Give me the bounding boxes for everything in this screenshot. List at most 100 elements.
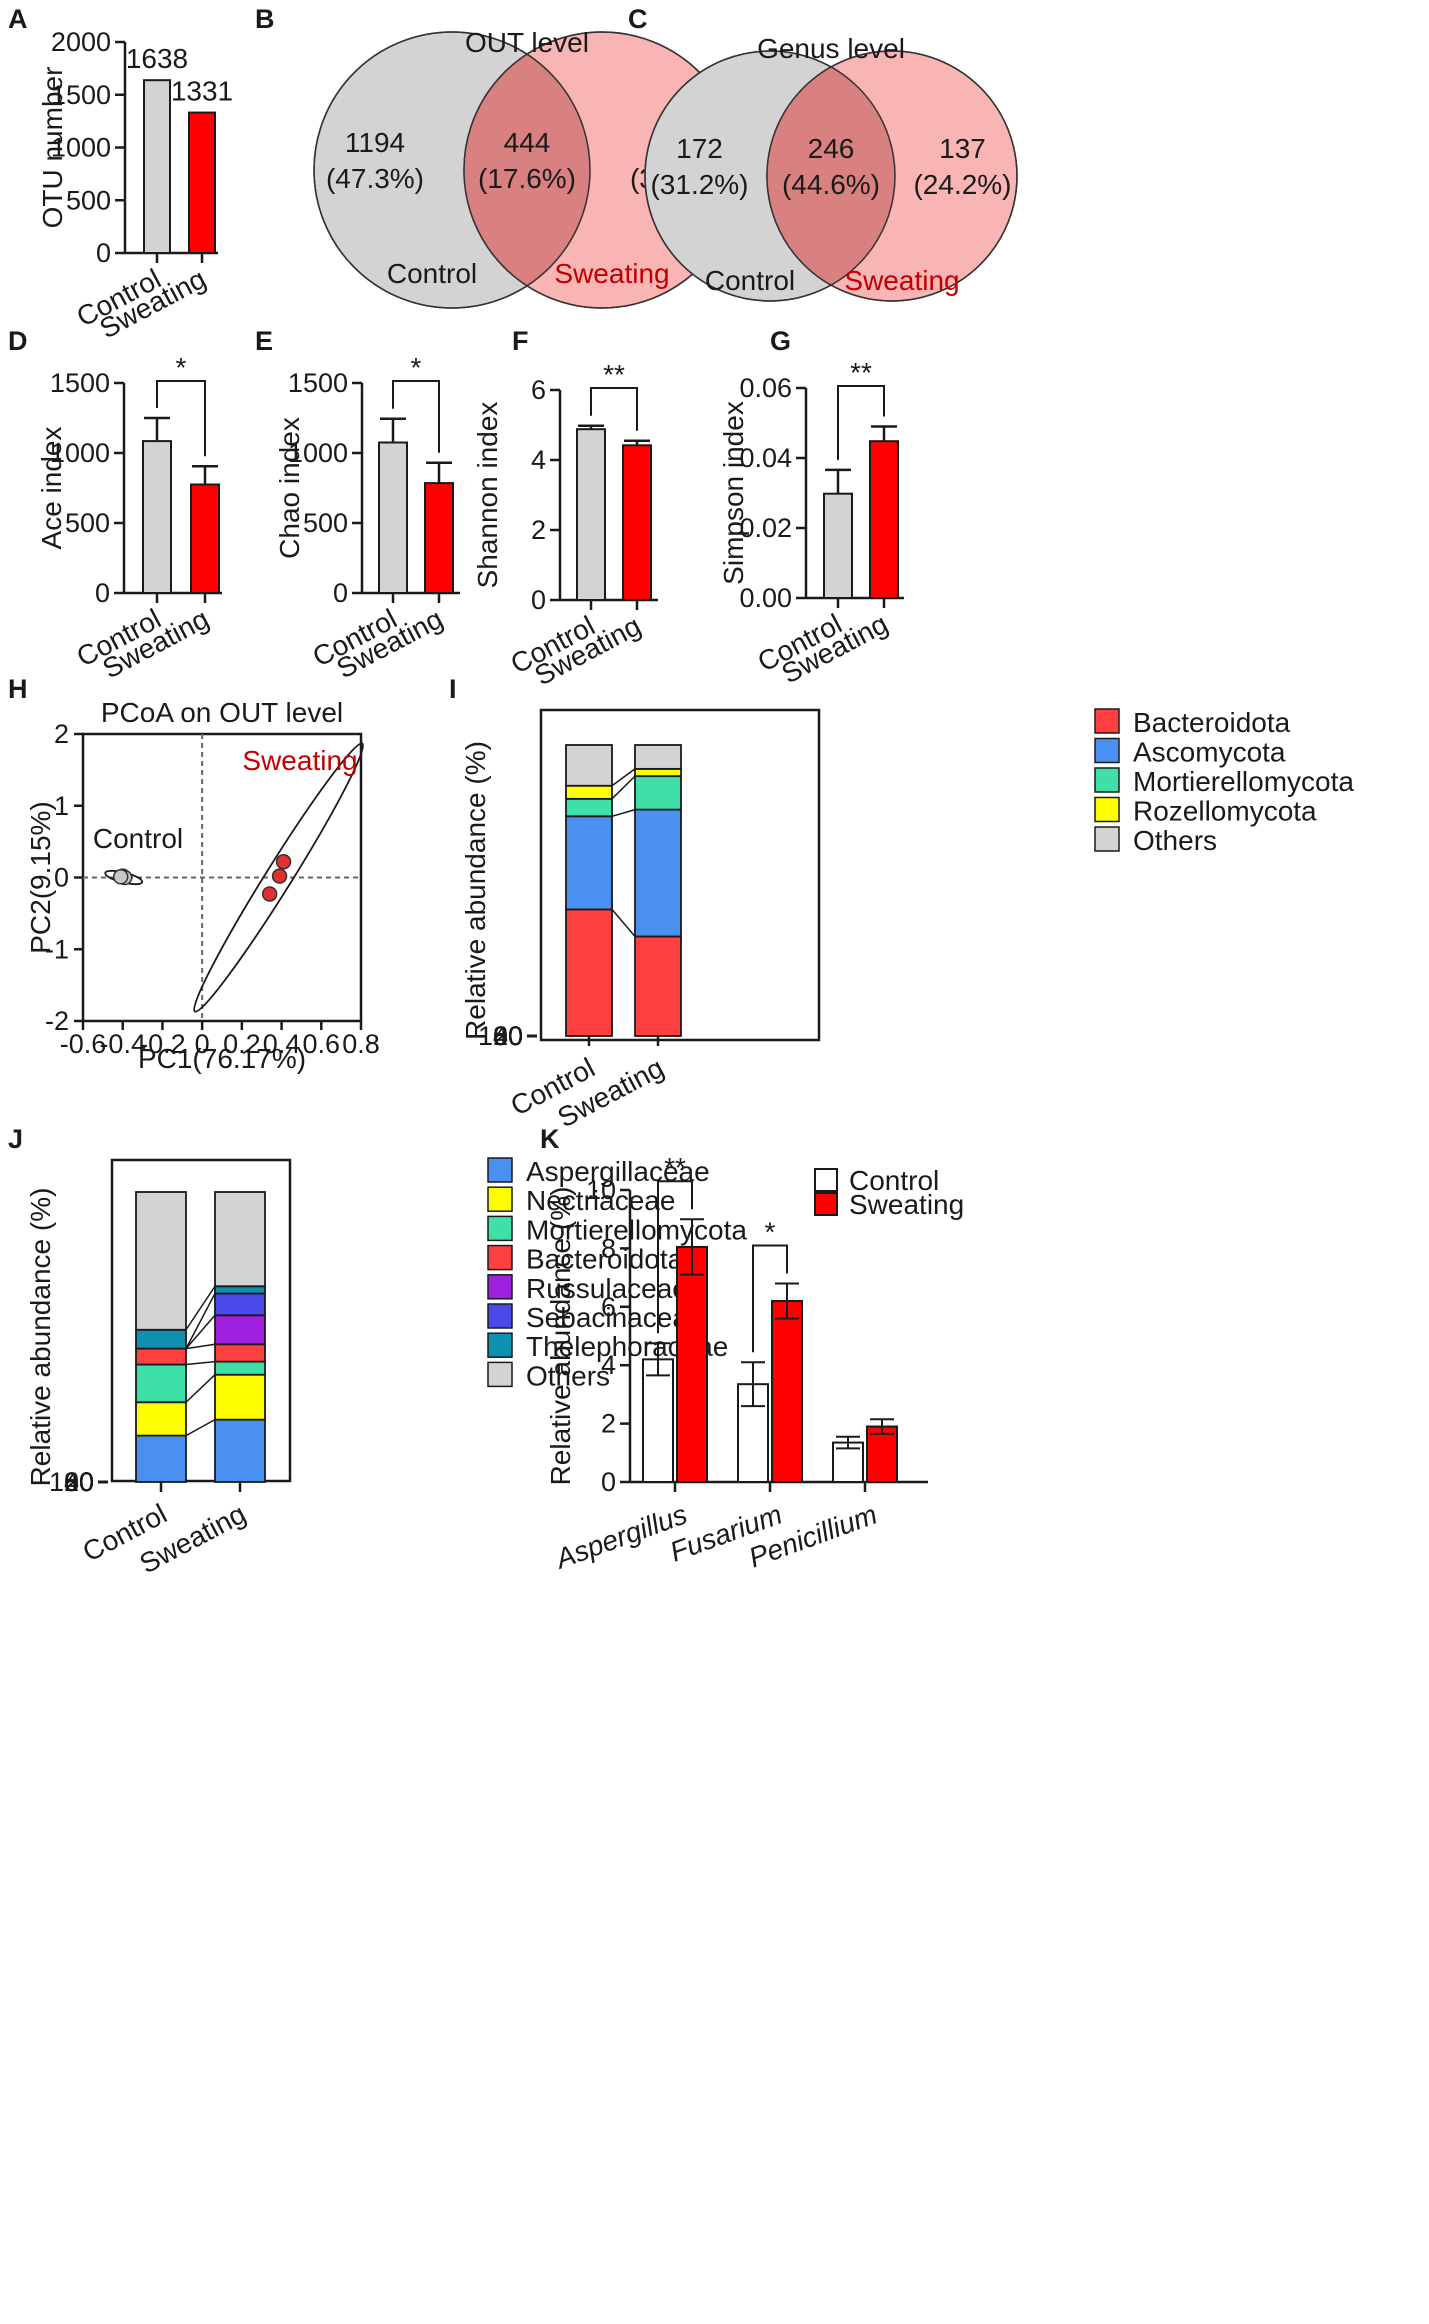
legend-label: Rozellomycota — [1133, 796, 1317, 827]
venn-overlap-region — [767, 51, 895, 301]
y-tick-label: 0 — [96, 238, 111, 268]
legend-label: Others — [526, 1360, 610, 1391]
segment-thelephoraceae — [135, 1328, 187, 1350]
y-tick-label: 60 — [64, 1467, 94, 1497]
y-tick-label: -2 — [45, 1006, 69, 1036]
y-tick-label: 6 — [531, 375, 546, 405]
venn-outline-sweating — [766, 50, 1018, 302]
y-tick-label: 6 — [601, 1292, 616, 1322]
y-tick-label: 2 — [54, 719, 69, 749]
y-tick-label: 80 — [64, 1467, 94, 1497]
panel-label-G: G — [770, 326, 791, 356]
group-label-sweating: Sweating — [242, 745, 357, 776]
legend-swatch — [487, 1303, 513, 1329]
bar-control — [378, 441, 408, 594]
y-tick-label: 0.00 — [739, 583, 792, 613]
significance-marker: ** — [603, 359, 625, 390]
significance-marker: * — [411, 352, 422, 383]
panel-label-D: D — [8, 326, 28, 356]
legend-label: Others — [1133, 825, 1217, 856]
y-tick-label: 4 — [601, 1350, 616, 1380]
y-tick-label: -1 — [45, 934, 69, 964]
y-tick-label: 60 — [493, 1021, 523, 1051]
legend-swatch — [1094, 796, 1120, 823]
venn-overlap-region — [464, 32, 590, 308]
legend-label: Nectriaceae — [526, 1185, 675, 1216]
connector-line — [611, 775, 636, 800]
y-tick-label: 1000 — [50, 438, 110, 468]
y-axis-label: Relative abundance (%) — [460, 741, 491, 1040]
group-label-control: Control — [93, 823, 183, 854]
significance-bracket — [156, 380, 206, 457]
legend-label: Ascomycota — [1133, 737, 1286, 768]
connector-line — [185, 1360, 216, 1366]
venn-set-label-sweating: Sweating — [844, 265, 959, 296]
x-tick-label: -0.4 — [99, 1029, 146, 1059]
panel-label-C: C — [628, 4, 648, 34]
significance-bracket — [837, 385, 885, 460]
y-tick-label: 1 — [54, 791, 69, 821]
y-tick-label: 0.06 — [739, 373, 792, 403]
y-axis-label: Shannon index — [472, 402, 503, 589]
segment-bacteroidota — [135, 1347, 187, 1366]
y-tick-label: 0 — [601, 1467, 616, 1497]
panel-label-B: B — [255, 4, 275, 34]
legend-swatch — [1094, 826, 1120, 852]
segment-others — [135, 1191, 187, 1331]
y-tick-label: 8 — [601, 1233, 616, 1263]
plot-frame — [539, 708, 821, 1042]
connector-line — [611, 908, 636, 937]
significance-bracket — [392, 380, 440, 453]
legend-label: Control — [849, 1165, 939, 1196]
plot-frame — [110, 1158, 292, 1483]
venn-count-right: 137 — [939, 133, 986, 164]
venn-set-label-control: Control — [387, 258, 477, 289]
venn-title: Genus level — [757, 33, 905, 64]
legend-swatch — [1094, 737, 1120, 764]
connector-line — [611, 808, 636, 818]
x-tick-label: 0.8 — [342, 1029, 380, 1059]
bar-sweating — [869, 440, 899, 600]
y-tick-label: 1000 — [288, 438, 348, 468]
legend-swatch — [487, 1215, 513, 1242]
legend-label: Russulaceae — [526, 1273, 688, 1304]
y-axis-label: Ace index — [36, 427, 67, 550]
panel-label-J: J — [8, 1124, 23, 1154]
legend-swatch — [1094, 708, 1120, 734]
y-tick-label: 500 — [303, 508, 348, 538]
venn-percent-left: (31.2%) — [650, 169, 748, 200]
bar-sweating — [424, 482, 454, 595]
segment-bacteroidota — [565, 908, 613, 1037]
y-axis-label: Chao index — [274, 417, 305, 559]
bar-sweating — [622, 444, 652, 601]
panel-label-F: F — [512, 326, 529, 356]
y-tick-label: 100 — [478, 1021, 523, 1051]
connector-line — [185, 1418, 216, 1437]
y-tick-label: 10 — [586, 1175, 616, 1205]
connector-line — [185, 1314, 216, 1350]
segment-ascomycota — [634, 808, 682, 938]
significance-bracket — [590, 387, 638, 431]
venn-set-label-control: Control — [705, 265, 795, 296]
legend-swatch — [814, 1168, 838, 1192]
connector-line — [185, 1343, 216, 1350]
segment-others — [214, 1191, 266, 1288]
segment-rozellomycota — [634, 767, 682, 778]
segment-nectriaceae — [135, 1401, 187, 1437]
connector-line — [185, 1374, 216, 1403]
legend-swatch — [487, 1157, 513, 1183]
segment-rozellomycota — [565, 784, 613, 800]
segment-ascomycota — [565, 815, 613, 911]
segment-aspergillaceae — [135, 1434, 187, 1483]
y-tick-label: 1000 — [51, 133, 111, 163]
y-tick-label: 40 — [64, 1467, 94, 1497]
x-tick-label: 0 — [195, 1029, 210, 1059]
y-tick-label: 1500 — [288, 368, 348, 398]
legend-swatch — [487, 1274, 513, 1300]
y-tick-label: 2000 — [51, 27, 111, 57]
y-tick-label: 2 — [531, 515, 546, 545]
